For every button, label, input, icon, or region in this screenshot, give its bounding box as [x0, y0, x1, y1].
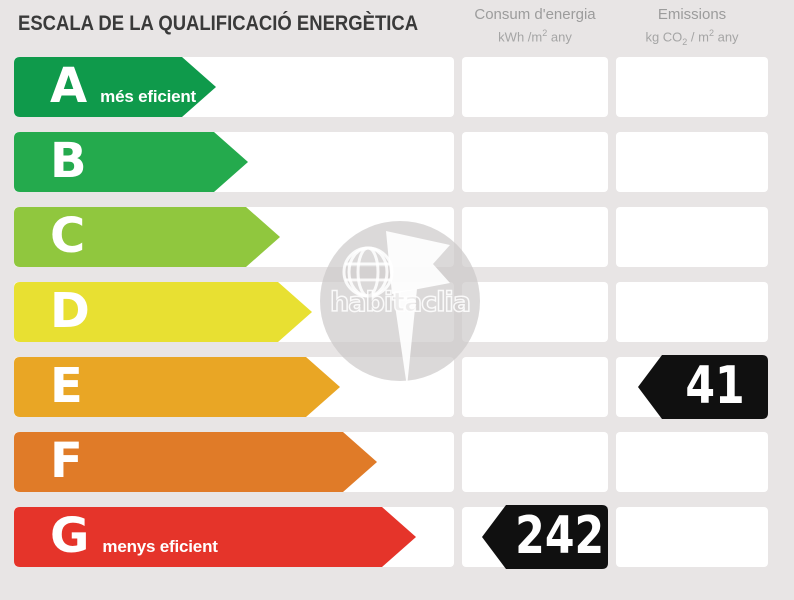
emissions-value: 41 [685, 356, 745, 416]
emissions-column-unit: kg CO2 / m2 any [645, 28, 739, 47]
scale-row-b: B [14, 132, 454, 192]
emissions-cell-f [616, 432, 768, 492]
emissions-column-title: Emissions [657, 6, 727, 23]
emissions-value-indicator: 41 [638, 355, 768, 419]
grade-arrow-b [14, 132, 248, 192]
grade-arrow-g [14, 507, 416, 567]
grade-letter: A [50, 58, 88, 114]
grade-letter: E [50, 358, 83, 414]
grade-arrow-c [14, 207, 280, 267]
grade-label-group: B [50, 132, 87, 192]
consum-cell-c [462, 207, 608, 267]
consum-cell-f [462, 432, 608, 492]
consum-cell-a [462, 57, 608, 117]
grade-note: més eficient [100, 87, 197, 106]
value-arrow-icon [482, 505, 608, 569]
consum-cell-e [462, 357, 608, 417]
consum-column-header: Consum d'energia kWh /m2 any [462, 5, 608, 45]
consum-cell-d [462, 282, 608, 342]
grade-label-group: C [50, 207, 85, 267]
emissions-cell-a [616, 57, 768, 117]
grade-arrow-e [14, 357, 340, 417]
grade-letter: D [50, 283, 90, 339]
scale-row-d: D [14, 282, 454, 342]
grade-note: menys eficient [102, 537, 218, 556]
grade-arrow-a [14, 57, 216, 117]
emissions-cell-g [616, 507, 768, 567]
consum-cell-b [462, 132, 608, 192]
grade-letter: C [50, 208, 86, 264]
emissions-cell-d [616, 282, 768, 342]
grade-arrow-f [14, 432, 377, 492]
grade-letter: F [50, 433, 83, 489]
consum-column-unit: kWh /m2 any [498, 28, 572, 45]
page-title: ESCALA DE LA QUALIFICACIÓ ENERGÈTICA [18, 12, 419, 35]
grade-label-group: E [50, 357, 83, 417]
consum-value-indicator: 242 [482, 505, 608, 569]
grade-label-group: F [50, 432, 83, 492]
scale-row-f: F [14, 432, 454, 492]
consum-value: 242 [515, 506, 605, 566]
grade-arrow-d [14, 282, 312, 342]
grade-label-group: D [50, 282, 90, 342]
scale-row-e: E [14, 357, 454, 417]
value-arrow-icon [638, 355, 768, 419]
scale-row-c: C [14, 207, 454, 267]
grade-letter: B [50, 133, 87, 189]
consum-column-title: Consum d'energia [474, 6, 596, 23]
emissions-cell-b [616, 132, 768, 192]
grade-letter: G [50, 508, 90, 564]
emissions-column-header: Emissions kg CO2 / m2 any [616, 5, 768, 51]
emissions-cell-c [616, 207, 768, 267]
